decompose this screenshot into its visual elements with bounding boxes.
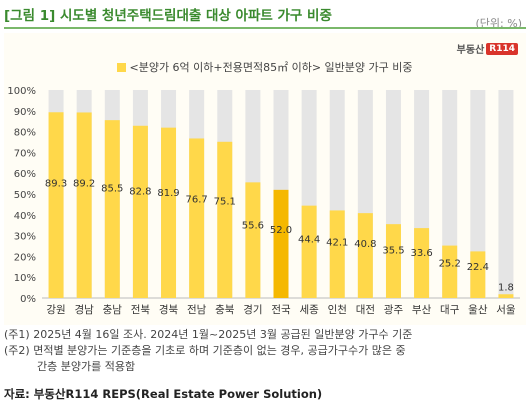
bar bbox=[132, 125, 148, 298]
x-category-label: 전북 bbox=[131, 304, 151, 316]
footnote-1: (주1) 2025년 4월 16일 조사. 2024년 1월~2025년 3월 … bbox=[4, 328, 413, 341]
bar-background bbox=[498, 90, 514, 298]
bar-value-label: 85.5 bbox=[101, 183, 123, 194]
bar-value-label: 1.8 bbox=[498, 282, 514, 293]
bar-value-label: 22.4 bbox=[467, 262, 489, 273]
x-category-label: 부산 bbox=[412, 304, 432, 316]
bar bbox=[498, 294, 514, 298]
y-tick-label: 40% bbox=[14, 211, 36, 222]
x-category-label: 대전 bbox=[356, 304, 375, 316]
x-category-label: 대구 bbox=[440, 304, 460, 316]
bar bbox=[217, 141, 233, 298]
bar-value-label: 89.2 bbox=[73, 179, 95, 190]
x-category-label: 전남 bbox=[187, 304, 207, 316]
x-category-label: 충남 bbox=[103, 304, 123, 316]
y-tick-label: 0% bbox=[20, 294, 36, 305]
bar bbox=[245, 182, 261, 298]
y-tick-label: 80% bbox=[14, 128, 36, 139]
x-category-label: 강원 bbox=[46, 304, 65, 316]
footnote-2: (주2) 면적별 분양가는 기준층을 기초로 하며 기준층이 없는 경우, 공급… bbox=[4, 344, 406, 357]
bar-value-label: 89.3 bbox=[45, 179, 67, 190]
footnotes: (주1) 2025년 4월 16일 조사. 2024년 1월~2025년 3월 … bbox=[4, 327, 412, 375]
bar bbox=[76, 112, 92, 299]
bar-chart: 0% 10% 20% 30% 40% 50% 60% 70% 80% 90% 100% 89.3 강원 8… bbox=[7, 86, 520, 316]
brand-mark: R114 bbox=[486, 42, 518, 55]
bar bbox=[161, 127, 177, 298]
bar bbox=[385, 224, 401, 298]
footnote-2-continued: 간층 분양가를 적용함 bbox=[37, 360, 136, 373]
x-category-label: 충북 bbox=[215, 304, 235, 316]
x-category-label: 광주 bbox=[384, 304, 404, 316]
bar-value-label: 25.2 bbox=[439, 259, 461, 270]
bar bbox=[414, 228, 430, 298]
legend-label: <분양가 6억 이하+전용면적85㎡ 이하> 일반분양 가구 비중 bbox=[129, 61, 413, 74]
bar-value-label: 52.0 bbox=[270, 225, 292, 236]
bar-value-label: 76.7 bbox=[186, 194, 208, 205]
bar bbox=[470, 251, 486, 298]
bar-value-label: 55.6 bbox=[242, 221, 264, 232]
x-category-label: 경북 bbox=[159, 303, 179, 316]
bar bbox=[104, 120, 120, 298]
y-tick-label: 50% bbox=[14, 190, 36, 201]
chart-area: 부동산 R114 <분양가 6억 이하+전용면적85㎡ 이하> 일반분양 가구 … bbox=[4, 33, 526, 325]
bar-background bbox=[470, 90, 486, 298]
bar-value-label: 82.8 bbox=[129, 187, 151, 198]
source-credit: 자료: 부동산R114 REPS(Real Estate Power Solut… bbox=[4, 387, 323, 401]
x-category-label: 서울 bbox=[496, 304, 516, 316]
y-tick-label: 70% bbox=[14, 148, 36, 159]
legend-swatch bbox=[117, 63, 127, 72]
bar-value-label: 35.5 bbox=[382, 246, 404, 257]
x-category-label: 전국 bbox=[271, 304, 291, 316]
bar bbox=[301, 205, 317, 298]
y-tick-label: 60% bbox=[14, 169, 36, 180]
chart-title: [그림 1] 시도별 청년주택드림대출 대상 아파트 가구 비중 bbox=[4, 8, 332, 24]
bar-value-label: 75.1 bbox=[214, 196, 236, 207]
chart-legend: <분양가 6억 이하+전용면적85㎡ 이하> 일반분양 가구 비중 bbox=[4, 59, 526, 75]
x-category-label: 울산 bbox=[468, 304, 488, 316]
bar-value-label: 81.9 bbox=[157, 188, 179, 199]
y-tick-label: 30% bbox=[14, 232, 36, 243]
y-tick-label: 20% bbox=[14, 252, 36, 263]
x-category-label: 세종 bbox=[299, 304, 319, 316]
bar bbox=[189, 138, 205, 298]
x-category-label: 경남 bbox=[75, 303, 95, 316]
unit-label: (단위: %) bbox=[475, 17, 522, 30]
y-tick-label: 10% bbox=[14, 273, 36, 284]
x-category-label: 인천 bbox=[328, 304, 347, 316]
title-divider bbox=[4, 27, 526, 29]
bar-value-label: 44.4 bbox=[298, 235, 320, 246]
y-tick-label: 90% bbox=[14, 107, 36, 118]
bar bbox=[329, 210, 345, 298]
bar bbox=[48, 112, 64, 298]
bar-value-label: 40.8 bbox=[354, 239, 376, 250]
x-category-label: 경기 bbox=[243, 303, 262, 316]
bar bbox=[442, 245, 458, 298]
bar-value-label: 42.1 bbox=[326, 237, 348, 248]
bar-value-label: 33.6 bbox=[410, 248, 432, 259]
brand-logo: 부동산 R114 bbox=[457, 41, 518, 56]
y-tick-label: 100% bbox=[7, 86, 36, 97]
brand-name: 부동산 bbox=[456, 45, 485, 56]
bar bbox=[357, 213, 373, 298]
bar bbox=[273, 189, 289, 298]
